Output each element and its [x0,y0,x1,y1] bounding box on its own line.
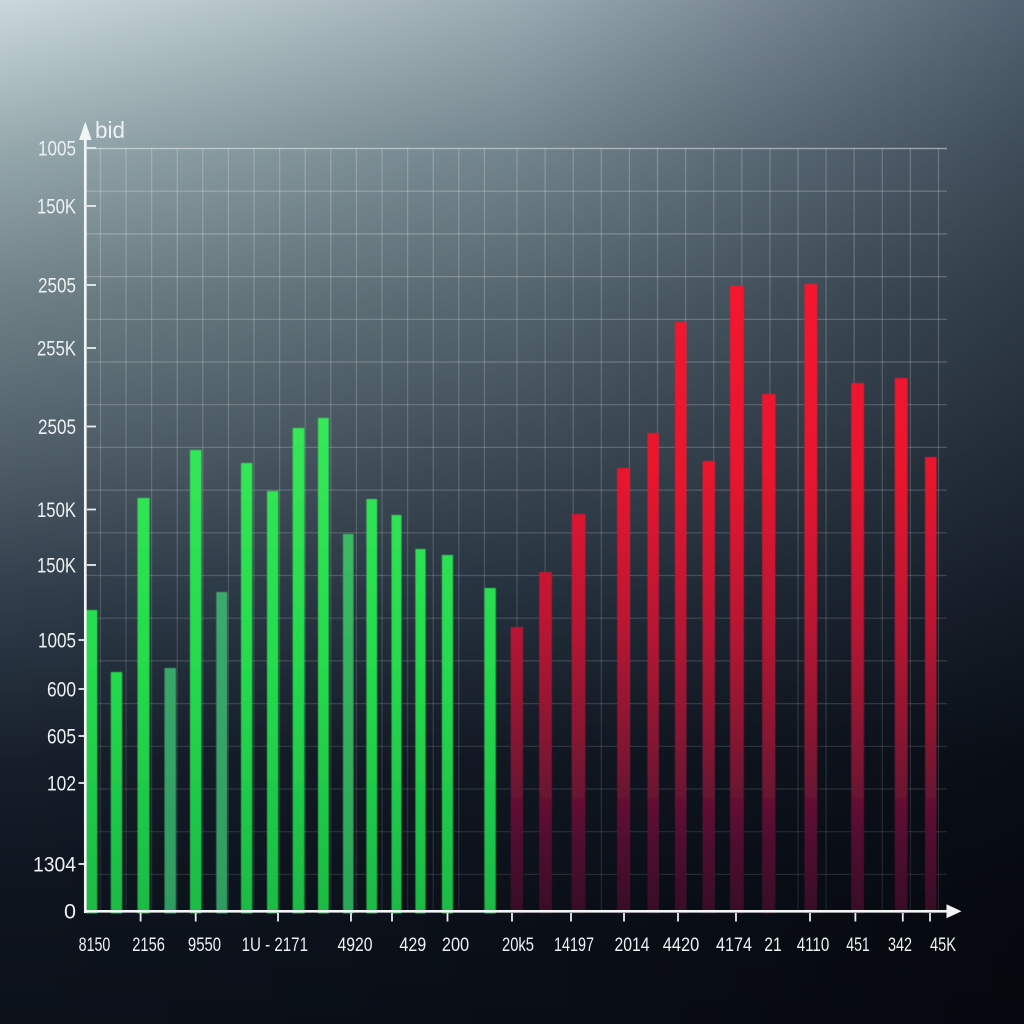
svg-text:4420: 4420 [663,934,700,956]
svg-text:2014: 2014 [615,934,650,956]
svg-text:150K: 150K [37,554,77,578]
svg-text:342: 342 [888,934,912,956]
svg-text:45K: 45K [930,934,956,956]
svg-text:150K: 150K [37,195,77,219]
svg-text:4920: 4920 [337,934,372,956]
svg-text:20k5: 20k5 [502,934,534,956]
svg-text:605: 605 [47,725,76,749]
svg-text:2505: 2505 [38,415,76,439]
svg-text:255K: 255K [37,337,77,361]
svg-text:0: 0 [64,900,76,924]
svg-text:150K: 150K [37,498,77,522]
svg-text:1005: 1005 [38,629,76,653]
svg-text:451: 451 [846,934,870,956]
svg-text:bid: bid [95,117,125,143]
svg-text:2505: 2505 [38,274,76,298]
svg-text:1304: 1304 [33,853,76,877]
svg-text:8150: 8150 [79,934,111,956]
svg-text:600: 600 [47,678,76,702]
svg-text:4110: 4110 [797,934,830,956]
svg-text:200: 200 [442,934,469,956]
svg-text:102: 102 [47,772,76,796]
svg-text:2156: 2156 [132,934,165,956]
svg-text:1U - 2171: 1U - 2171 [242,934,308,956]
svg-text:9550: 9550 [188,934,221,956]
svg-text:429: 429 [399,934,426,956]
svg-text:21: 21 [764,934,782,956]
svg-text:1005: 1005 [38,137,76,161]
svg-text:14197: 14197 [554,934,594,956]
svg-text:4174: 4174 [716,934,752,956]
